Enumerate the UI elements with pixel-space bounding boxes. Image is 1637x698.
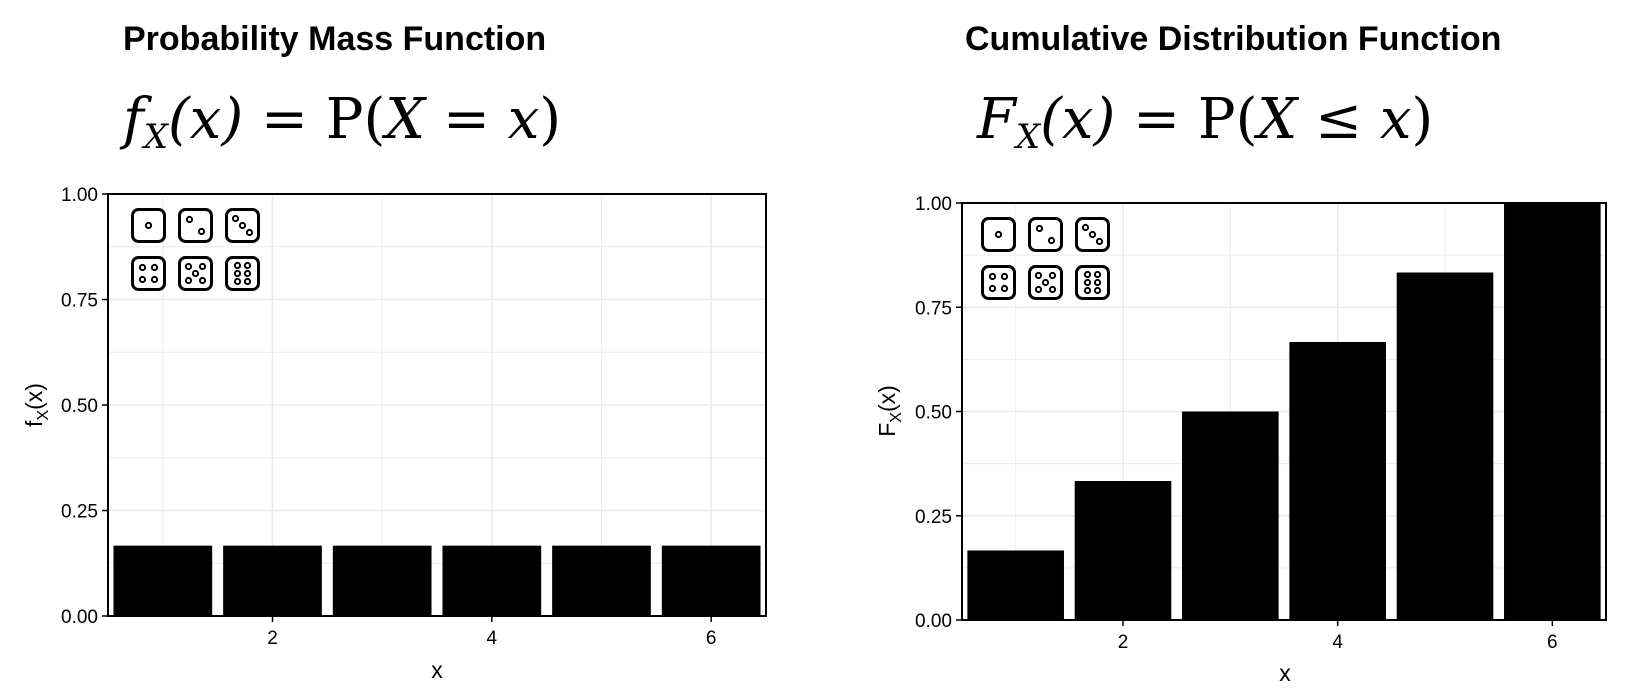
cdf-die-face-4-icon (981, 265, 1016, 300)
cdf-bar-1 (967, 550, 1064, 620)
cdf-bar-3 (1182, 411, 1279, 620)
pmf-x-axis-label: x (431, 657, 443, 683)
pmf-bars (113, 545, 761, 616)
cdf-die-face-1-icon (981, 217, 1016, 252)
pmf-bar-2 (223, 545, 322, 616)
cdf-formula-var: X (1253, 87, 1299, 152)
pmf-y-tick-label: 0.75 (61, 291, 98, 312)
cdf-die-face-2-icon (1028, 217, 1063, 252)
cdf-bar-5 (1396, 272, 1494, 620)
cdf-bar-6 (1504, 203, 1601, 620)
pmf-plot: 0.00 0.25 0.50 0.75 1.00 2 4 6 (61, 185, 767, 649)
cdf-x-ticks: 2 4 6 (1118, 620, 1558, 653)
pmf-formula-rel: = (425, 87, 508, 152)
cdf-formula-rel: ≤ (1297, 87, 1380, 152)
pmf-bar-3 (332, 545, 432, 616)
pmf-y-label-main: f (21, 420, 47, 427)
cdf-formula-x: x (1380, 87, 1412, 152)
pmf-x-tick-label: 6 (706, 628, 717, 649)
pmf-die-face-3-icon (225, 208, 260, 243)
pmf-y-tick-label: 0.50 (61, 396, 98, 417)
cdf-x-tick-label: 4 (1332, 632, 1343, 653)
cdf-bar-2 (1074, 481, 1172, 620)
cdf-plot: 0.00 0.25 0.50 0.75 1.00 2 4 6 (915, 194, 1607, 653)
pmf-gridlines (108, 193, 766, 617)
pmf-die-face-2-icon (178, 208, 213, 243)
pmf-formula-close: ) (539, 87, 561, 152)
pmf-bar-5 (552, 545, 651, 616)
cdf-y-tick-label: 0.25 (915, 507, 952, 528)
cdf-x-axis-label: x (1279, 660, 1291, 686)
cdf-panel: Cumulative Distribution Function FX(x) =… (874, 20, 1607, 686)
pmf-formula-sub: X (141, 117, 170, 157)
pmf-formula-eq: = P( (243, 87, 385, 152)
pmf-dice-faces-icon (131, 208, 260, 291)
pmf-formula-x: x (508, 87, 540, 152)
cdf-y-label-sub: X (888, 412, 905, 423)
cdf-formula-arg: (x) (1040, 87, 1115, 152)
cdf-y-ticks: 0.00 0.25 0.50 0.75 1.00 (915, 194, 962, 632)
pmf-bar-6 (661, 545, 761, 616)
pmf-formula-arg: (x) (168, 87, 243, 152)
cdf-formula-sub: X (1013, 117, 1042, 157)
cdf-dice-faces-icon (981, 217, 1110, 300)
pmf-x-tick-label: 2 (267, 628, 278, 649)
cdf-y-tick-label: 0.75 (915, 298, 952, 319)
cdf-die-face-3-icon (1075, 217, 1110, 252)
pmf-y-label-sub: X (35, 410, 52, 421)
cdf-die-face-5-icon (1028, 265, 1063, 300)
pmf-die-face-6-icon (225, 256, 260, 291)
cdf-y-tick-label: 0.50 (915, 403, 952, 424)
cdf-bar-4 (1289, 341, 1386, 620)
cdf-title: Cumulative Distribution Function (965, 20, 1501, 58)
pmf-x-ticks: 2 4 6 (267, 616, 716, 649)
cdf-die-face-6-icon (1075, 265, 1110, 300)
pmf-panel: Probability Mass Function fX(x) = P(X = … (21, 20, 767, 683)
pmf-bar-4 (442, 545, 542, 616)
cdf-y-label-rest: (x) (874, 385, 900, 412)
cdf-formula-close: ) (1411, 87, 1433, 152)
pmf-formula-var: X (381, 87, 427, 152)
cdf-x-tick-label: 6 (1547, 632, 1558, 653)
pmf-bar-1 (113, 545, 213, 616)
pmf-x-tick-label: 4 (487, 628, 498, 649)
cdf-bars (967, 203, 1601, 620)
pmf-y-tick-label: 0.25 (61, 502, 98, 523)
cdf-formula: FX(x) = P(X ≤ x) (976, 87, 1433, 157)
cdf-y-label-main: F (874, 423, 900, 437)
cdf-y-tick-label: 0.00 (915, 611, 952, 632)
pmf-y-label-rest: (x) (21, 383, 47, 410)
pmf-y-tick-label: 0.00 (61, 607, 98, 628)
pmf-die-face-1-icon (131, 208, 166, 243)
cdf-y-axis-label: FX(x) (874, 385, 905, 437)
pmf-y-tick-label: 1.00 (61, 185, 98, 206)
pmf-formula: fX(x) = P(X = x) (119, 87, 561, 157)
pmf-title: Probability Mass Function (123, 20, 546, 58)
cdf-x-tick-label: 2 (1118, 632, 1129, 653)
cdf-formula-eq: = P( (1115, 87, 1257, 152)
pmf-y-ticks: 0.00 0.25 0.50 0.75 1.00 (61, 185, 108, 628)
cdf-y-tick-label: 1.00 (915, 194, 952, 215)
pmf-y-axis-label: fX(x) (21, 383, 52, 427)
pmf-die-face-5-icon (178, 256, 213, 291)
pmf-die-face-4-icon (131, 256, 166, 291)
cdf-formula-fn: F (976, 87, 1018, 152)
